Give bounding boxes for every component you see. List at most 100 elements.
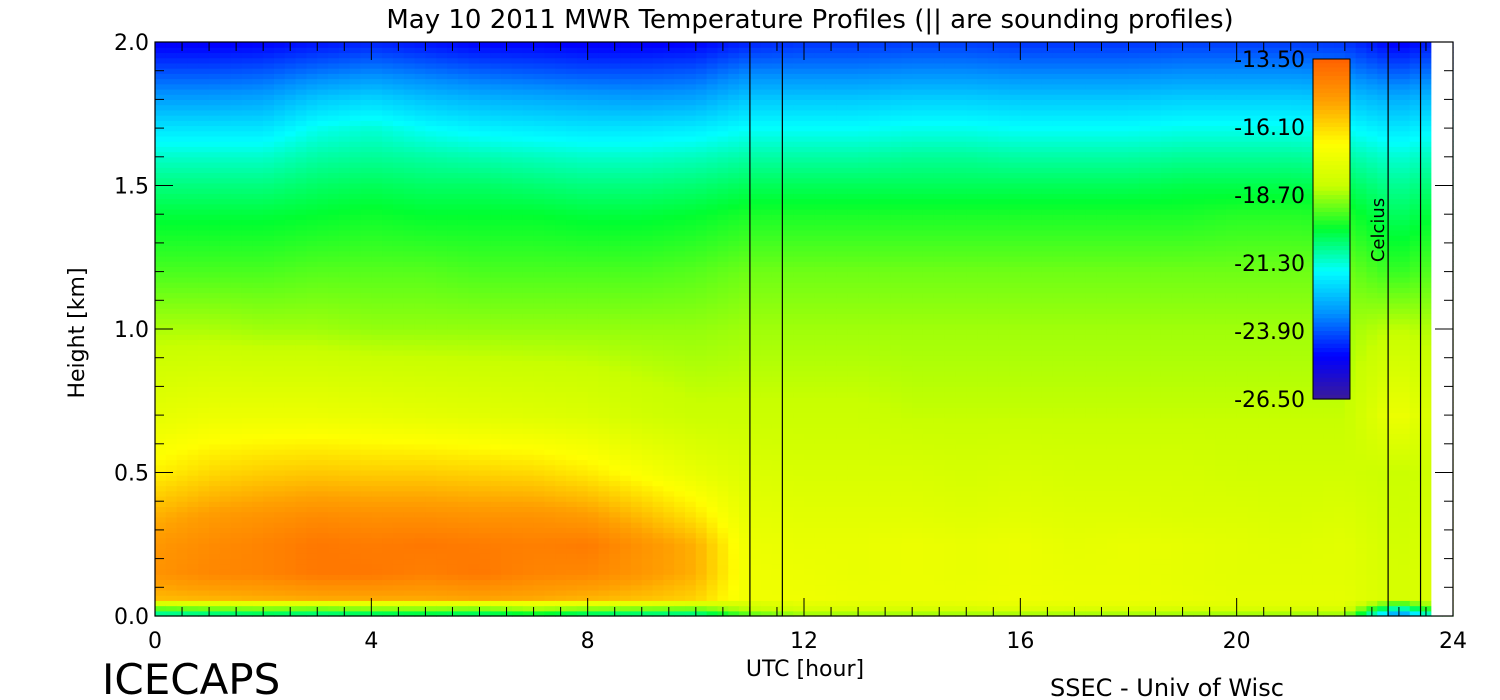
heatmap-cell [631,564,642,570]
heatmap-cell [155,392,166,398]
heatmap-cell [187,595,198,601]
heatmap-cell [371,68,382,74]
heatmap-cell [198,371,209,377]
heatmap-cell [155,407,166,413]
heatmap-cell [242,569,253,575]
heatmap-cell [480,319,491,325]
heatmap-cell [317,433,328,439]
heatmap-cell [220,486,231,492]
heatmap-cell [415,162,426,168]
heatmap-cell [415,533,426,539]
heatmap-cell [328,444,339,450]
heatmap-cell [155,491,166,497]
heatmap-cell [523,517,534,523]
heatmap-cell [371,459,382,465]
heatmap-cell [361,141,372,147]
heatmap-cell [501,600,512,606]
heatmap-cell [425,162,436,168]
heatmap-cell [534,84,545,90]
heatmap-cell [296,225,307,231]
heatmap-cell [588,167,599,173]
heatmap-cell [371,199,382,205]
heatmap-cell [469,423,480,429]
heatmap-cell [642,397,653,403]
heatmap-cell [512,444,523,450]
heatmap-cell [177,298,188,304]
heatmap-cell [458,480,469,486]
heatmap-cell [631,162,642,168]
heatmap-cell [620,428,631,434]
heatmap-cell [490,261,501,267]
heatmap-cell [263,84,274,90]
heatmap-cell [393,486,404,492]
heatmap-cell [209,131,220,137]
heatmap-cell [447,63,458,69]
heatmap-cell [631,308,642,314]
heatmap-cell [274,282,285,288]
heatmap-cell [252,167,263,173]
heatmap-cell [642,465,653,471]
heatmap-cell [328,496,339,502]
heatmap-cell [523,371,534,377]
heatmap-cell [577,162,588,168]
heatmap-cell [458,136,469,142]
heatmap-cell [501,392,512,398]
heatmap-cell [534,58,545,64]
heatmap-cell [436,381,447,387]
heatmap-cell [242,308,253,314]
heatmap-cell [339,79,350,85]
heatmap-cell [339,282,350,288]
heatmap-cell [350,204,361,210]
heatmap-cell [350,141,361,147]
heatmap-cell [490,569,501,575]
heatmap-cell [620,465,631,471]
heatmap-cell [328,63,339,69]
heatmap-cell [544,600,555,606]
heatmap-cell [263,89,274,95]
heatmap-cell [609,439,620,445]
heatmap-cell [588,538,599,544]
heatmap-cell [577,454,588,460]
heatmap-cell [220,465,231,471]
heatmap-cell [306,543,317,549]
heatmap-cell [177,433,188,439]
heatmap-cell [220,277,231,283]
heatmap-cell [296,47,307,53]
heatmap-cell [285,506,296,512]
heatmap-cell [306,240,317,246]
heatmap-cell [490,360,501,366]
heatmap-cell [577,512,588,518]
heatmap-cell [458,178,469,184]
heatmap-cell [317,79,328,85]
heatmap-cell [166,600,177,606]
heatmap-cell [512,470,523,476]
heatmap-cell [415,266,426,272]
heatmap-cell [317,240,328,246]
heatmap-cell [577,444,588,450]
heatmap-cell [371,152,382,158]
heatmap-cell [631,590,642,596]
heatmap-cell [155,423,166,429]
heatmap-cell [501,219,512,225]
heatmap-cell [177,272,188,278]
heatmap-cell [177,480,188,486]
heatmap-cell [577,517,588,523]
heatmap-cell [198,235,209,241]
heatmap-cell [598,141,609,147]
heatmap-cell [166,298,177,304]
heatmap-cell [339,272,350,278]
heatmap-cell [393,146,404,152]
heatmap-cell [187,136,198,142]
heatmap-cell [523,89,534,95]
heatmap-cell [263,470,274,476]
heatmap-cell [523,606,534,612]
heatmap-cell [155,313,166,319]
heatmap-cell [317,350,328,356]
heatmap-cell [339,449,350,455]
heatmap-cell [155,120,166,126]
heatmap-cell [447,141,458,147]
heatmap-cell [512,449,523,455]
heatmap-cell [436,251,447,257]
heatmap-cell [209,292,220,298]
heatmap-cell [242,47,253,53]
